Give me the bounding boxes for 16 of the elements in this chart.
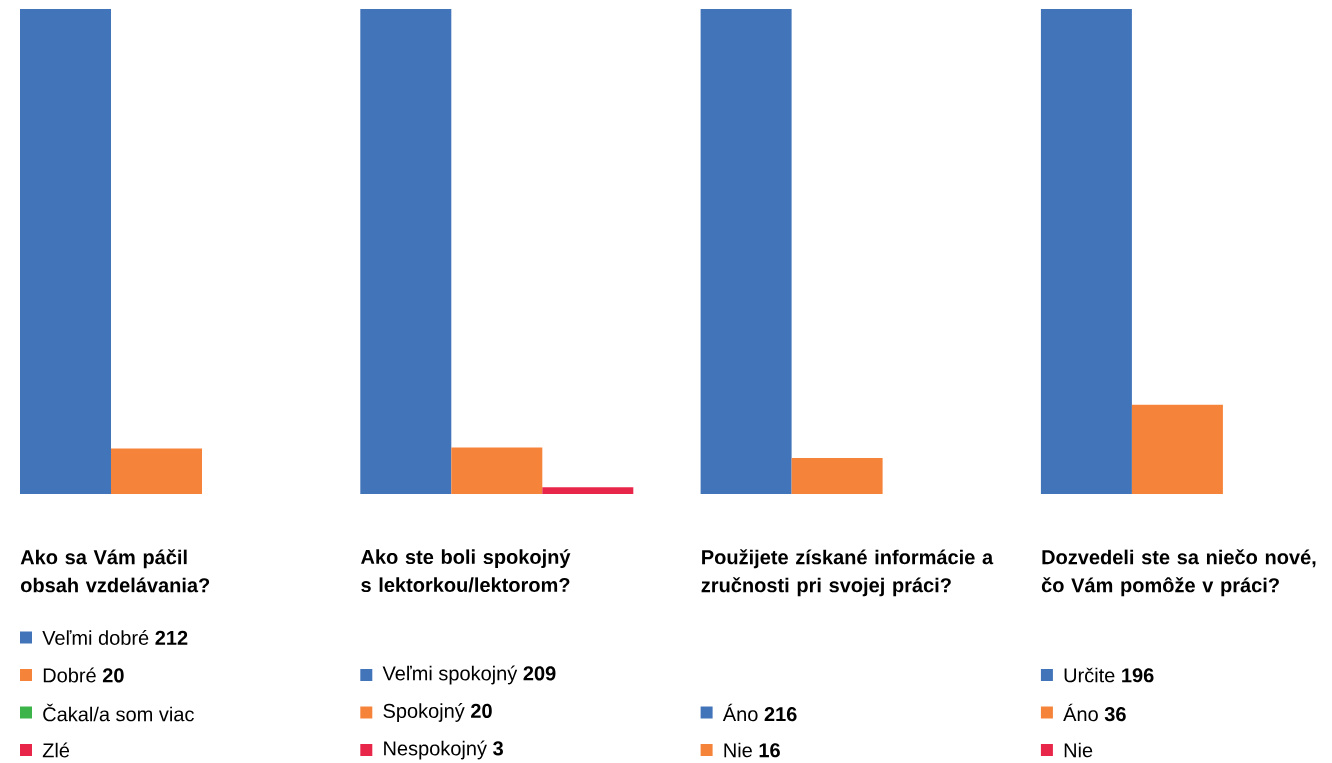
legend-label: Nie <box>1064 742 1093 758</box>
text: Dozvedeli ste sa niečo nové, čo Vám pomôže v práci? <box>1041 549 1316 597</box>
text: Ako ste boli spokojný s lektorkou/lektorom? <box>361 549 571 593</box>
legend-label: Nespokojný 3 <box>384 740 503 760</box>
legend-label: Spokojný 20 <box>383 703 492 722</box>
legend-label: Čakal/a som viac <box>43 703 194 722</box>
legend-label: Áno 36 <box>1063 703 1126 722</box>
legend-label: Veľmi spokojný 209 <box>382 665 556 685</box>
legend-label: Áno 216 <box>722 703 797 722</box>
legend-label: Zlé <box>42 742 70 758</box>
text: Ako sa Vám páčil obsah vzdelávania? <box>20 549 210 593</box>
legend-label: Dobré 20 <box>43 667 124 683</box>
legend-label: Určite 196 <box>1064 667 1154 683</box>
text: Použijete získané informácie a zručnosti pri svojej práci? <box>701 549 994 597</box>
legend-label: Veľmi dobré 212 <box>42 630 188 645</box>
legend-label: Nie 16 <box>724 742 780 758</box>
